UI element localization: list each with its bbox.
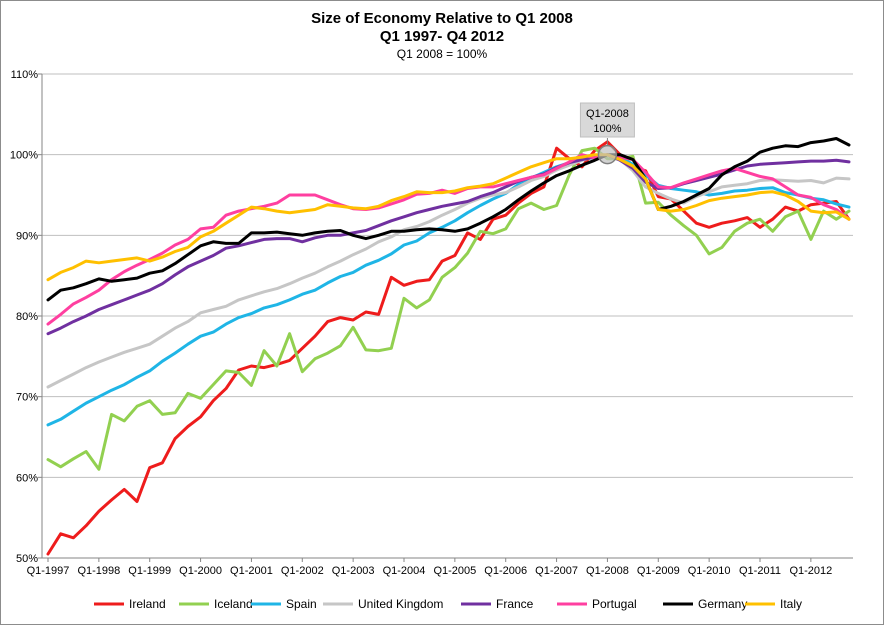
x-tick-label: Q1-2001 xyxy=(230,565,273,577)
y-tick-label: 100% xyxy=(10,150,38,162)
x-tick-label: Q1-1998 xyxy=(77,565,120,577)
x-tick-label: Q1-2000 xyxy=(179,565,222,577)
annotation: Q1-2008 100% xyxy=(579,102,635,165)
series-line-ireland xyxy=(46,140,851,556)
x-tick-label: Q1-2002 xyxy=(281,565,324,577)
series-line-italy xyxy=(46,153,851,282)
chart-title-line2: Q1 1997- Q4 2012 xyxy=(380,28,504,45)
x-tick-label: Q1-2005 xyxy=(433,565,476,577)
x-tick-label: Q1-2012 xyxy=(789,565,832,577)
x-tick-label: Q1-2006 xyxy=(484,565,527,577)
annotation-marker xyxy=(597,144,618,165)
x-tick-label: Q1-1997 xyxy=(27,565,70,577)
legend-label-spain: Spain xyxy=(286,597,317,611)
gridlines xyxy=(42,73,853,559)
legend-label-germany: Germany xyxy=(698,597,747,611)
y-tick-label: 90% xyxy=(16,230,38,242)
series-line-iceland xyxy=(46,146,851,471)
y-tick-label: 80% xyxy=(16,311,38,323)
legend-label-italy: Italy xyxy=(780,597,802,611)
x-tick-label: Q1-2008 xyxy=(586,565,629,577)
chart-subtitle: Q1 2008 = 100% xyxy=(397,47,488,61)
annotation-value: 100% xyxy=(593,123,621,135)
y-tick-label: 50% xyxy=(16,553,38,565)
y-tick-label: 60% xyxy=(16,472,38,484)
x-tick-label: Q1-1999 xyxy=(128,565,171,577)
x-tick-label: Q1-2007 xyxy=(535,565,578,577)
annotation-box xyxy=(579,102,635,138)
x-tick-label: Q1-2009 xyxy=(637,565,680,577)
series-line-germany xyxy=(46,137,851,302)
legend-label-france: France xyxy=(496,597,534,611)
series-line-united-kingdom xyxy=(46,153,851,389)
x-tick-label: Q1-2004 xyxy=(383,565,426,577)
x-tick-label: Q1-2010 xyxy=(688,565,731,577)
legend-label-portugal: Portugal xyxy=(592,597,637,611)
legend: Ireland Iceland Spain United Kingdom France P… xyxy=(94,597,802,611)
series-lines xyxy=(46,137,851,556)
legend-label-united-kingdom: United Kingdom xyxy=(358,597,443,611)
x-tick-label: Q1-2011 xyxy=(739,565,781,577)
annotation-label: Q1-2008 xyxy=(586,108,629,120)
x-tick-label: Q1-2003 xyxy=(332,565,375,577)
y-tick-label: 70% xyxy=(16,392,38,404)
chart-title: Size of Economy Relative to Q1 2008 xyxy=(311,10,573,27)
axes: 50% 60% 70% 80% 90% 100% 110% Q1-1997 Q1-1998 Q1-… xyxy=(10,69,853,577)
series-line-spain xyxy=(46,153,851,427)
legend-label-iceland: Iceland xyxy=(214,597,253,611)
y-tick-label: 110% xyxy=(11,69,39,81)
series-line-france xyxy=(46,153,851,336)
legend-label-ireland: Ireland xyxy=(129,597,166,611)
